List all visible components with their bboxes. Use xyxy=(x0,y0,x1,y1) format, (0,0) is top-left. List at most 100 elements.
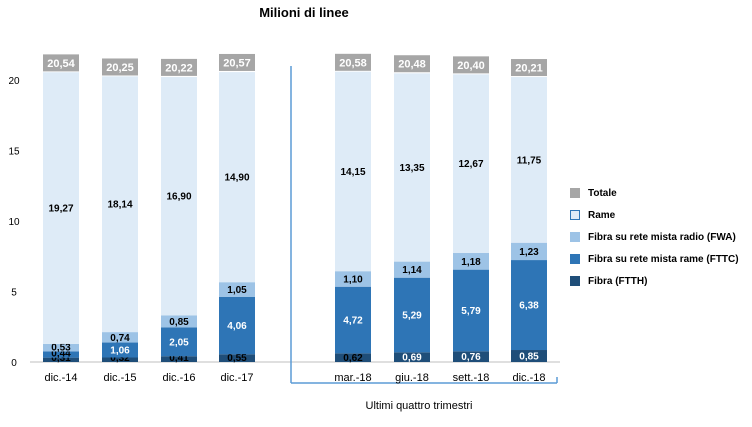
data-label: 14,90 xyxy=(224,173,249,184)
x-tick-label: dic.-16 xyxy=(162,372,195,384)
bar-segment xyxy=(219,72,255,283)
data-label: 12,67 xyxy=(458,159,483,170)
total-label: 20,40 xyxy=(457,60,485,72)
legend-item: Fibra su rete mista rame (FTTC) xyxy=(570,249,739,269)
bar-segment xyxy=(102,342,138,358)
bar-segment xyxy=(43,343,79,352)
bar-segment xyxy=(453,351,489,362)
data-label: 0,55 xyxy=(227,353,247,364)
total-label: 20,57 xyxy=(223,57,251,69)
chart-title: Milioni di linee xyxy=(259,5,349,20)
bar-segment xyxy=(511,350,547,362)
total-label: 20,22 xyxy=(165,62,193,74)
data-label: 1,05 xyxy=(227,285,247,296)
legend-item: Fibra su rete mista radio (FWA) xyxy=(570,227,739,247)
bar-segment xyxy=(102,332,138,343)
bar-segment xyxy=(219,354,255,362)
bar-segment xyxy=(335,271,371,287)
total-badge xyxy=(161,58,197,76)
data-label: 18,14 xyxy=(107,200,132,211)
legend-label: Rame xyxy=(588,209,616,221)
bar-segment xyxy=(161,356,197,362)
bar-segment xyxy=(511,260,547,351)
data-label: 1,23 xyxy=(519,247,539,258)
legend-item: Fibra (FTTH) xyxy=(570,271,739,291)
bar-segment xyxy=(394,277,430,353)
bar-segment xyxy=(161,327,197,357)
data-label: 16,90 xyxy=(166,192,191,203)
data-label: 1,06 xyxy=(110,346,130,357)
bar-segment xyxy=(394,261,430,278)
data-label: 13,35 xyxy=(399,163,424,174)
bar-segment xyxy=(453,269,489,352)
legend-label: Totale xyxy=(588,187,617,199)
legend-item: Rame xyxy=(570,205,739,225)
legend-label: Fibra su rete mista rame (FTTC) xyxy=(588,253,739,265)
data-label: 14,15 xyxy=(340,167,365,178)
bar-segment xyxy=(43,351,79,358)
bar-segment xyxy=(43,357,79,362)
data-label: 2,05 xyxy=(169,337,189,348)
legend-swatch xyxy=(570,254,580,264)
group-label: Ultimi quattro trimestri xyxy=(366,400,473,412)
total-label: 20,54 xyxy=(47,58,75,70)
data-label: 0,41 xyxy=(169,353,189,364)
data-label: 5,29 xyxy=(402,310,422,321)
data-label: 0,62 xyxy=(343,353,363,364)
bar-segment xyxy=(161,315,197,328)
data-label: 11,75 xyxy=(517,155,542,166)
bar-segment xyxy=(335,353,371,362)
bar-segment xyxy=(161,77,197,316)
total-badge xyxy=(453,56,489,74)
bar-segment xyxy=(511,77,547,243)
y-tick-label: 10 xyxy=(8,217,20,228)
bar-segment xyxy=(511,242,547,261)
total-badge xyxy=(511,59,547,77)
legend-swatch xyxy=(570,276,580,286)
legend-item: Totale xyxy=(570,183,739,203)
legend-swatch xyxy=(570,210,580,220)
x-tick-label: dic.-17 xyxy=(220,372,253,384)
data-label: 6,38 xyxy=(519,301,539,312)
bar-segment xyxy=(219,282,255,297)
bar-segment xyxy=(453,74,489,254)
data-label: 0,69 xyxy=(402,353,422,364)
x-tick-label: giu.-18 xyxy=(395,372,429,384)
data-label: 0,85 xyxy=(519,352,539,363)
y-tick-label: 5 xyxy=(11,288,17,299)
data-label: 0,32 xyxy=(110,353,130,364)
legend-swatch xyxy=(570,232,580,242)
x-tick-label: mar.-18 xyxy=(334,372,371,384)
x-tick-label: dic.-14 xyxy=(44,372,77,384)
data-label: 0,31 xyxy=(51,353,71,364)
bar-segment xyxy=(43,72,79,344)
data-label: 4,72 xyxy=(343,315,363,326)
legend-label: Fibra (FTTH) xyxy=(588,275,648,287)
x-tick-label: sett.-18 xyxy=(453,372,490,384)
legend-label: Fibra su rete mista radio (FWA) xyxy=(588,231,736,243)
x-tick-label: dic.-15 xyxy=(103,372,136,384)
data-label: 5,79 xyxy=(461,306,481,317)
bar-segment xyxy=(394,352,430,362)
legend: Totale Rame Fibra su rete mista radio (FWA… xyxy=(570,183,739,293)
data-label: 1,14 xyxy=(402,265,422,276)
legend-swatch xyxy=(570,188,580,198)
y-tick-label: 20 xyxy=(8,76,20,87)
data-label: 1,18 xyxy=(461,257,481,268)
data-label: 0,76 xyxy=(461,352,481,363)
bar-segment xyxy=(102,76,138,333)
data-label: 19,27 xyxy=(48,204,73,215)
total-badge xyxy=(102,58,138,76)
total-badge xyxy=(335,53,371,71)
bar-segment xyxy=(453,253,489,270)
bar-segment xyxy=(102,357,138,362)
data-label: 1,10 xyxy=(343,274,363,285)
total-label: 20,48 xyxy=(398,59,426,71)
total-label: 20,21 xyxy=(515,63,543,75)
total-badge xyxy=(219,53,255,71)
total-label: 20,58 xyxy=(339,57,367,69)
x-tick-label: dic.-18 xyxy=(512,372,545,384)
data-label: 0,85 xyxy=(169,317,189,328)
bar-segment xyxy=(219,296,255,355)
